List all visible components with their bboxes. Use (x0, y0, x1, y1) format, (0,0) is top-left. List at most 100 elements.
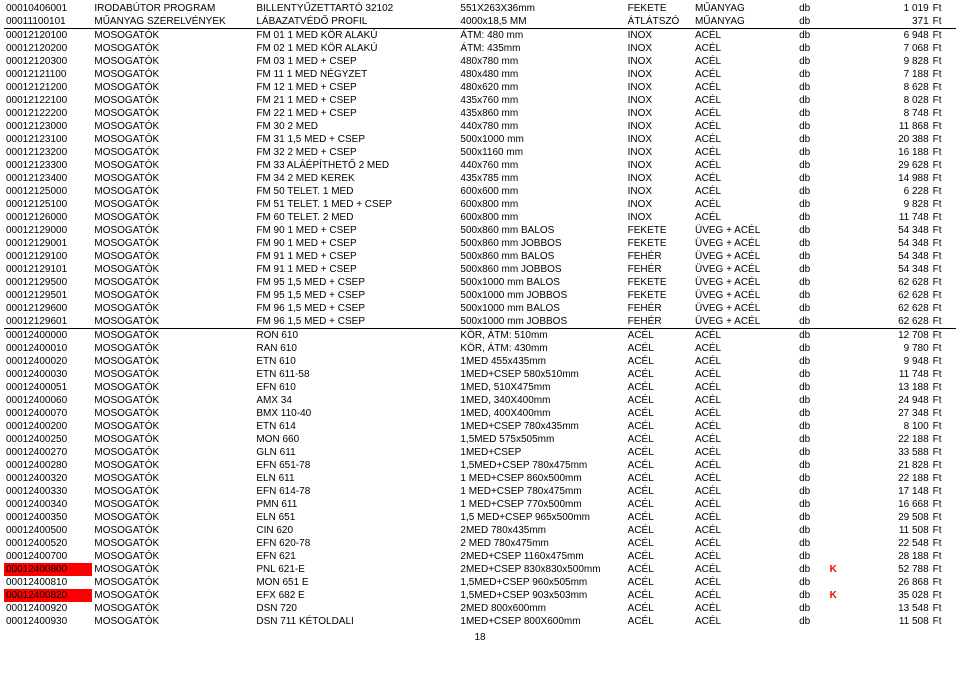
table-row: 00012400330MOSOGATÓKEFN 614-781 MED+CSEP… (4, 485, 956, 498)
description-cell: DSN 720 (254, 602, 458, 615)
category-cell: MOSOGATÓK (92, 107, 254, 120)
description-cell: DSN 711 KÉTOLDALI (254, 615, 458, 628)
surface-cell: ACÉL (693, 94, 797, 107)
table-row: 00012121200MOSOGATÓKFM 12 1 MED + CSEP48… (4, 81, 956, 94)
category-cell: MOSOGATÓK (92, 472, 254, 485)
currency-cell: Ft (931, 589, 956, 602)
surface-cell: ACÉL (693, 381, 797, 394)
price-cell: 7 068 (853, 42, 931, 55)
table-row: 00012125000MOSOGATÓKFM 50 TELET. 1 MED60… (4, 185, 956, 198)
description-cell: EFN 621 (254, 550, 458, 563)
category-cell: MOSOGATÓK (92, 511, 254, 524)
category-cell: MOSOGATÓK (92, 524, 254, 537)
currency-cell: Ft (931, 15, 956, 29)
description-cell: FM 11 1 MED NÉGYZET (254, 68, 458, 81)
table-row: 00012400070MOSOGATÓKBMX 110-401MED, 400X… (4, 407, 956, 420)
surface-cell: ÜVEG + ACÉL (693, 263, 797, 276)
unit-cell: db (797, 94, 828, 107)
price-cell: 54 348 (853, 224, 931, 237)
table-row: 00012120200MOSOGATÓKFM 02 1 MED KÖR ALAK… (4, 42, 956, 55)
price-table-body: 00010406001IRODABÚTOR PROGRAMBILLENTYŰZE… (4, 2, 956, 628)
flag-cell (828, 107, 853, 120)
spec-cell: 500x860 mm JOBBOS (458, 263, 625, 276)
unit-cell: db (797, 211, 828, 224)
price-cell: 62 628 (853, 315, 931, 329)
description-cell: AMX 34 (254, 394, 458, 407)
price-cell: 16 188 (853, 146, 931, 159)
code-cell: 00012400030 (4, 368, 92, 381)
price-cell: 6 228 (853, 185, 931, 198)
flag-cell (828, 407, 853, 420)
description-cell: FM 50 TELET. 1 MED (254, 185, 458, 198)
material-cell: FEKETE (626, 276, 693, 289)
flag-cell (828, 472, 853, 485)
unit-cell: db (797, 394, 828, 407)
price-cell: 13 188 (853, 381, 931, 394)
material-cell: ACÉL (626, 459, 693, 472)
spec-cell: 500x1160 mm (458, 146, 625, 159)
surface-cell: ACÉL (693, 446, 797, 459)
table-row: 00012121100MOSOGATÓKFM 11 1 MED NÉGYZET4… (4, 68, 956, 81)
flag-cell (828, 498, 853, 511)
surface-cell: ÜVEG + ACÉL (693, 250, 797, 263)
category-cell: MOSOGATÓK (92, 381, 254, 394)
unit-cell: db (797, 329, 828, 343)
surface-cell: ACÉL (693, 342, 797, 355)
unit-cell: db (797, 289, 828, 302)
currency-cell: Ft (931, 381, 956, 394)
spec-cell: 1MED+CSEP 780x435mm (458, 420, 625, 433)
unit-cell: db (797, 459, 828, 472)
material-cell: ACÉL (626, 524, 693, 537)
spec-cell: 1,5MED+CSEP 903x503mm (458, 589, 625, 602)
unit-cell: db (797, 224, 828, 237)
category-cell: MOSOGATÓK (92, 589, 254, 602)
material-cell: FEHÉR (626, 263, 693, 276)
unit-cell: db (797, 302, 828, 315)
code-cell: 00012121200 (4, 81, 92, 94)
table-row: 00012123400MOSOGATÓKFM 34 2 MED KEREK435… (4, 172, 956, 185)
unit-cell: db (797, 524, 828, 537)
price-cell: 13 548 (853, 602, 931, 615)
code-cell: 00012123300 (4, 159, 92, 172)
surface-cell: ACÉL (693, 563, 797, 576)
unit-cell: db (797, 589, 828, 602)
category-cell: MOSOGATÓK (92, 355, 254, 368)
flag-cell (828, 263, 853, 276)
surface-cell: ACÉL (693, 433, 797, 446)
description-cell: FM 30 2 MED (254, 120, 458, 133)
category-cell: MOSOGATÓK (92, 433, 254, 446)
currency-cell: Ft (931, 237, 956, 250)
currency-cell: Ft (931, 576, 956, 589)
flag-cell (828, 29, 853, 43)
material-cell: ACÉL (626, 472, 693, 485)
table-row: 00012123300MOSOGATÓKFM 33 ALÁÉPÍTHETŐ 2 … (4, 159, 956, 172)
unit-cell: db (797, 159, 828, 172)
category-cell: MOSOGATÓK (92, 42, 254, 55)
material-cell: INOX (626, 185, 693, 198)
table-row: 00012126000MOSOGATÓKFM 60 TELET. 2 MED60… (4, 211, 956, 224)
currency-cell: Ft (931, 407, 956, 420)
surface-cell: ACÉL (693, 524, 797, 537)
price-cell: 16 668 (853, 498, 931, 511)
code-cell: 00012129001 (4, 237, 92, 250)
surface-cell: ACÉL (693, 29, 797, 43)
flag-cell (828, 289, 853, 302)
table-row: 00012129101MOSOGATÓKFM 91 1 MED + CSEP50… (4, 263, 956, 276)
spec-cell: 480x620 mm (458, 81, 625, 94)
flag-cell (828, 42, 853, 55)
category-cell: MOSOGATÓK (92, 94, 254, 107)
flag-cell (828, 172, 853, 185)
material-cell: INOX (626, 133, 693, 146)
code-cell: 00012400280 (4, 459, 92, 472)
flag-cell (828, 120, 853, 133)
flag-cell (828, 342, 853, 355)
material-cell: ACÉL (626, 615, 693, 628)
currency-cell: Ft (931, 355, 956, 368)
price-cell: 54 348 (853, 237, 931, 250)
category-cell: MOSOGATÓK (92, 537, 254, 550)
description-cell: CIN 620 (254, 524, 458, 537)
unit-cell: db (797, 381, 828, 394)
unit-cell: db (797, 407, 828, 420)
description-cell: RAN 610 (254, 342, 458, 355)
spec-cell: 1,5 MED+CSEP 965x500mm (458, 511, 625, 524)
